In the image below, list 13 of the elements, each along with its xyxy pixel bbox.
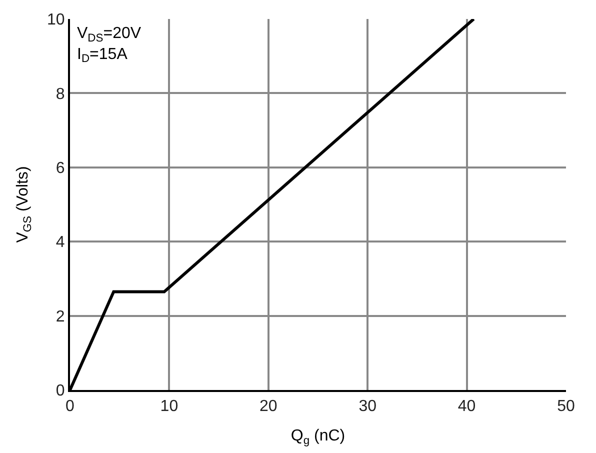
y-tick-label: 2 — [56, 308, 65, 326]
text: V$_{DS}$=20V I$_{D}$=15A — [77, 25, 142, 66]
x-tick-label: 50 — [557, 398, 575, 416]
y-tick-label: 4 — [56, 234, 65, 252]
x-tick-label: 30 — [358, 398, 377, 416]
x-tick-label: 10 — [160, 398, 178, 416]
y-tick-label: 10 — [47, 12, 65, 29]
y-tick-label: 0 — [56, 382, 65, 400]
x-tick-label: 40 — [458, 398, 476, 416]
x-axis-title: Q$_{g}$ (nC) — [290, 427, 346, 447]
y-tick-label: 8 — [56, 86, 65, 103]
y-tick-label: 6 — [56, 160, 65, 177]
x-tick-label: 20 — [260, 398, 278, 416]
